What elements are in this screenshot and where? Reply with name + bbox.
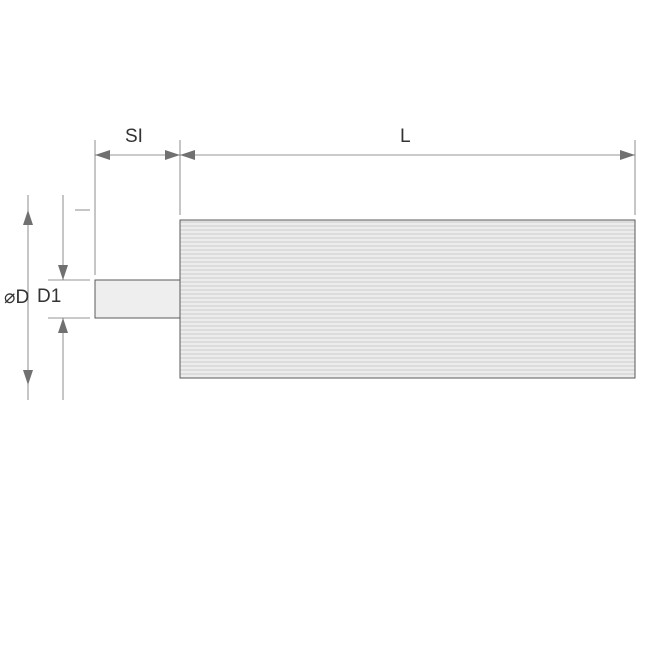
- arrow-d1-top: [58, 265, 68, 280]
- engineering-diagram: [0, 0, 670, 670]
- arrow-l-left: [180, 150, 195, 160]
- arrow-si-right: [165, 150, 180, 160]
- label-d1: D1: [37, 286, 61, 308]
- arrow-d1-bot: [58, 318, 68, 333]
- arrow-d-bot: [23, 370, 33, 385]
- body-rect: [180, 220, 635, 378]
- arrow-l-right: [620, 150, 635, 160]
- label-d: ⌀D: [4, 286, 29, 309]
- arrow-d-top: [23, 210, 33, 225]
- label-si: SI: [125, 126, 143, 148]
- diagram-container: SI L D1 ⌀D: [0, 0, 670, 670]
- arrow-si-left: [95, 150, 110, 160]
- shaft-rect: [95, 280, 180, 318]
- label-l: L: [400, 126, 411, 148]
